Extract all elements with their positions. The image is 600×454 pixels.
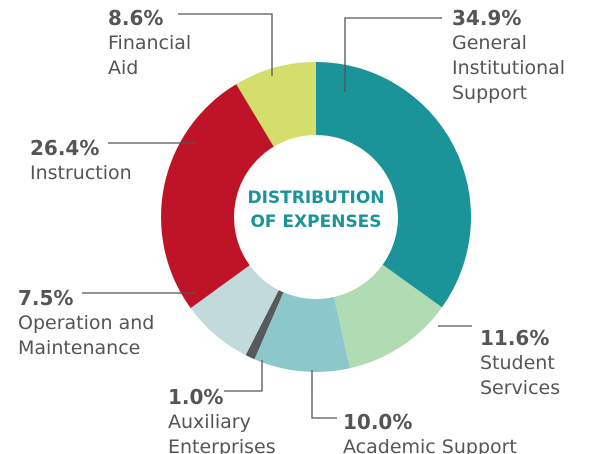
- value-label: 34.9%: [452, 6, 521, 30]
- category-label: Auxiliary Enterprises: [168, 411, 276, 454]
- value-label: 7.5%: [18, 286, 73, 310]
- value-label: 26.4%: [30, 136, 99, 160]
- donut-segment: [254, 292, 350, 372]
- value-label: 8.6%: [108, 6, 163, 30]
- category-label: Academic Support: [343, 436, 517, 454]
- category-label: Student Services: [480, 352, 560, 399]
- category-label: Financial Aid: [108, 32, 191, 79]
- category-label-line: Auxiliary: [168, 411, 251, 433]
- value-label: 11.6%: [480, 326, 549, 350]
- value-label: 10.0%: [343, 410, 412, 434]
- category-label-line: Academic Support: [343, 436, 517, 454]
- value-label: 1.0%: [168, 385, 223, 409]
- category-label-line: Services: [480, 377, 560, 399]
- donut-segment: [161, 84, 274, 309]
- donut-segment: [190, 265, 279, 356]
- category-label-line: Enterprises: [168, 436, 276, 454]
- category-label: Operation and Maintenance: [18, 312, 154, 359]
- category-label-line: Student: [480, 352, 555, 374]
- leader-line: [224, 360, 263, 392]
- leader-line: [178, 13, 273, 76]
- category-label-line: Maintenance: [18, 337, 140, 359]
- donut-segment: [245, 290, 284, 360]
- leader-line: [344, 17, 442, 92]
- category-label: Instruction: [30, 162, 132, 184]
- category-label-line: Support: [452, 82, 527, 104]
- donut-segment: [333, 264, 442, 369]
- category-label-line: Aid: [108, 57, 138, 79]
- leader-line: [311, 370, 337, 419]
- category-label-line: Financial: [108, 32, 191, 54]
- chart-title: DISTRIBUTION OF EXPENSES: [247, 188, 385, 232]
- donut-segment: [236, 62, 316, 147]
- donut-segment: [316, 62, 471, 308]
- category-label-line: Operation and: [18, 312, 154, 334]
- category-label: General Institutional Support: [452, 32, 565, 104]
- category-label-line: Institutional: [452, 57, 565, 79]
- category-label-line: General: [452, 32, 527, 54]
- category-label-line: Instruction: [30, 162, 132, 184]
